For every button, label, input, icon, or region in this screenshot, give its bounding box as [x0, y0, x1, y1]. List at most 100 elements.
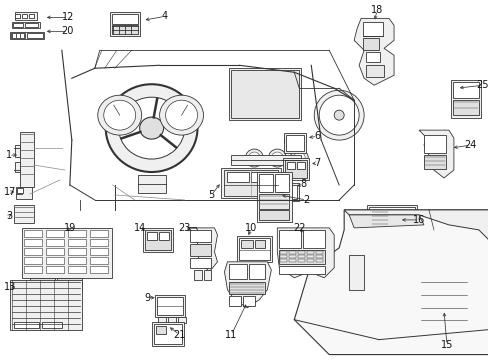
Text: 9: 9: [144, 293, 150, 303]
Bar: [109, 12, 140, 36]
Bar: [348, 255, 364, 290]
Bar: [24, 230, 42, 237]
Text: 2: 2: [303, 195, 309, 205]
Bar: [15, 145, 20, 157]
Bar: [17, 188, 23, 193]
Bar: [24, 266, 42, 273]
Bar: [280, 251, 287, 254]
Text: 15: 15: [440, 339, 452, 350]
Bar: [13, 23, 23, 27]
Bar: [255, 240, 265, 248]
Bar: [16, 187, 32, 199]
Text: 18: 18: [370, 5, 383, 15]
Bar: [306, 255, 314, 258]
Ellipse shape: [271, 152, 283, 164]
Bar: [275, 174, 289, 192]
Bar: [155, 326, 165, 334]
Bar: [15, 14, 20, 18]
Bar: [177, 317, 185, 323]
Text: 13: 13: [4, 282, 16, 292]
Bar: [90, 266, 107, 273]
Text: 5: 5: [208, 190, 214, 200]
Bar: [142, 228, 172, 252]
Bar: [68, 266, 85, 273]
Ellipse shape: [103, 100, 135, 130]
Ellipse shape: [293, 152, 305, 164]
Bar: [90, 239, 107, 246]
Text: 20: 20: [61, 26, 74, 36]
Bar: [259, 174, 273, 192]
Bar: [227, 172, 249, 182]
Text: 3: 3: [6, 211, 12, 221]
Bar: [306, 251, 314, 254]
Bar: [68, 230, 85, 237]
Bar: [158, 232, 168, 240]
Bar: [422, 272, 440, 280]
Text: 14: 14: [133, 223, 145, 233]
Text: 12: 12: [61, 12, 74, 22]
Bar: [279, 250, 325, 264]
Bar: [289, 259, 296, 262]
Bar: [391, 210, 409, 225]
Bar: [189, 258, 211, 268]
Bar: [90, 230, 107, 237]
Text: 16: 16: [412, 215, 424, 225]
Bar: [284, 133, 305, 153]
Bar: [46, 266, 64, 273]
Bar: [24, 239, 42, 246]
Bar: [189, 230, 211, 242]
Text: 6: 6: [313, 131, 320, 141]
Bar: [368, 207, 414, 258]
Text: 21: 21: [173, 330, 185, 339]
Bar: [289, 255, 296, 258]
Bar: [68, 239, 85, 246]
Ellipse shape: [165, 100, 197, 130]
Ellipse shape: [319, 95, 358, 135]
Bar: [363, 22, 382, 36]
Bar: [20, 132, 34, 187]
Text: 1: 1: [6, 150, 12, 160]
Bar: [68, 248, 85, 255]
Bar: [285, 135, 304, 151]
Text: 8: 8: [300, 179, 305, 189]
Bar: [452, 100, 478, 115]
Bar: [279, 266, 325, 274]
Bar: [144, 230, 170, 250]
Bar: [241, 240, 253, 248]
Bar: [370, 228, 408, 240]
Bar: [203, 270, 211, 280]
Bar: [316, 255, 323, 258]
Bar: [68, 257, 85, 264]
Text: 17: 17: [4, 187, 16, 197]
Bar: [229, 296, 241, 306]
Bar: [46, 239, 64, 246]
Bar: [370, 242, 408, 254]
Bar: [298, 259, 305, 262]
Bar: [12, 22, 40, 28]
Bar: [193, 270, 201, 280]
Bar: [231, 155, 301, 165]
Bar: [285, 160, 306, 178]
Bar: [57, 278, 81, 290]
Bar: [423, 135, 445, 153]
Bar: [10, 32, 44, 39]
Polygon shape: [353, 18, 393, 85]
Bar: [257, 172, 292, 222]
Bar: [14, 205, 34, 223]
Bar: [239, 238, 270, 260]
Bar: [298, 255, 305, 258]
Bar: [231, 70, 299, 118]
Bar: [280, 255, 287, 258]
Ellipse shape: [159, 95, 203, 135]
Bar: [46, 257, 64, 264]
Bar: [29, 14, 34, 18]
Bar: [418, 268, 468, 343]
Bar: [167, 317, 175, 323]
Bar: [90, 257, 107, 264]
Bar: [370, 210, 388, 225]
Bar: [25, 23, 38, 27]
Bar: [224, 170, 278, 196]
Polygon shape: [187, 228, 217, 272]
Bar: [46, 230, 64, 237]
Ellipse shape: [290, 149, 307, 167]
